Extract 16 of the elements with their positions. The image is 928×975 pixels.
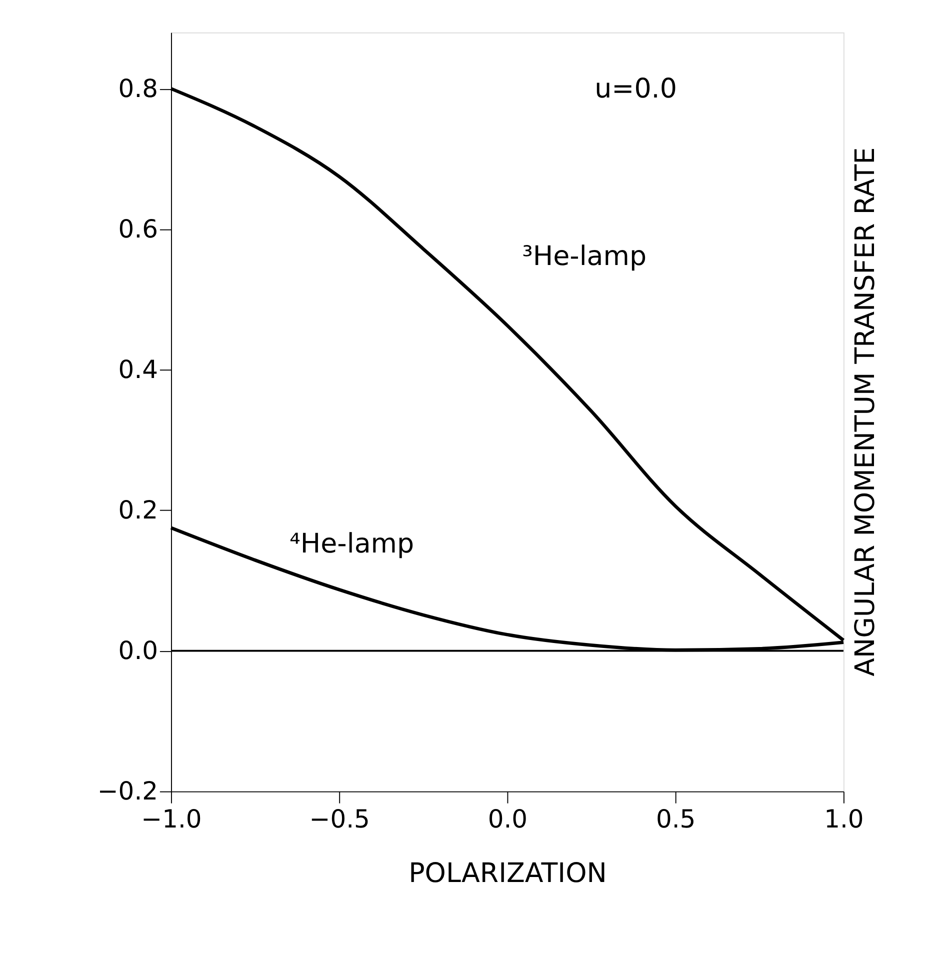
x-tick-label: −1.0 (141, 804, 202, 834)
x-tick-label: 0.5 (656, 804, 696, 834)
y-tick-label: 0.0 (118, 636, 158, 665)
x-tick-label: −0.5 (309, 804, 370, 834)
x-tick-label: 1.0 (824, 804, 864, 834)
y-tick-label: 0.2 (118, 495, 158, 524)
series-label: ⁴He-lamp (290, 528, 414, 560)
annotation: u=0.0 (594, 74, 677, 105)
series-label: ³He-lamp (522, 241, 647, 272)
y-tick-label: 0.4 (118, 354, 158, 384)
y-tick-label: 0.6 (118, 214, 158, 244)
x-axis-title: POLARIZATION (408, 858, 607, 890)
y-tick-label: −0.2 (97, 776, 158, 806)
y-axis-title: ANGULAR MOMENTUM TRANSFER RATE (850, 147, 882, 676)
y-tick-label: 0.8 (118, 74, 158, 103)
x-tick-label: 0.0 (488, 804, 528, 834)
